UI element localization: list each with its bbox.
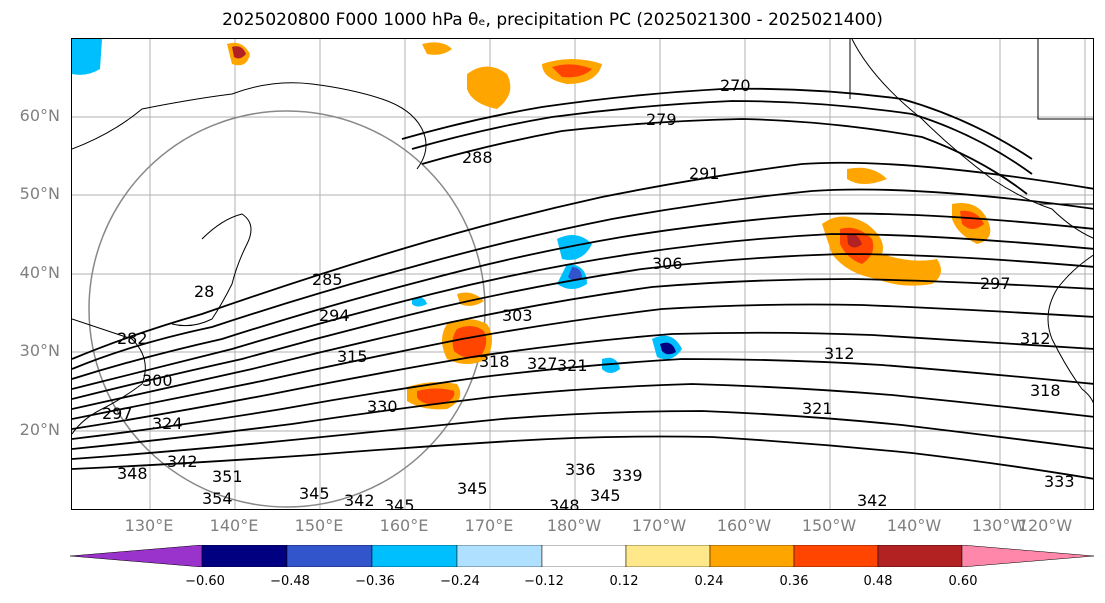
contour-label: 282 [117,329,148,348]
contour-label: 318 [479,352,510,371]
colorbar [70,545,1094,567]
contour-label: 297 [102,404,133,423]
contour-label: 321 [557,356,588,375]
colorbar-tick: −0.24 [440,574,480,589]
map-panel: 270 279 288 291 306 285 294 303 312 282 … [71,38,1094,510]
colorbar-segment [456,545,543,567]
contour-label: 300 [142,371,173,390]
contour-label: 327 [527,354,558,373]
colorbar-segment [793,545,879,567]
contour-label: 321 [802,399,833,418]
lon-label-130e: 130°E [124,516,174,535]
lat-label-30n: 30°N [19,341,60,360]
lat-label-50n: 50°N [19,184,60,203]
contour-label: 333 [1044,472,1075,491]
contour-label: 348 [117,464,148,483]
contour-label: 330 [367,397,398,416]
contour-label: 345 [590,486,621,505]
colorbar-segment [709,545,795,567]
contour-label: 288 [462,148,493,167]
region-circle [88,110,486,508]
colorbar-segment [201,545,288,567]
contour-label: 285 [312,270,343,289]
colorbar-segment [70,545,203,567]
lon-label-120w: 120°W [1017,516,1073,535]
contour-label: 312 [824,344,855,363]
contour-label: 303 [502,306,533,325]
graticule [72,39,1093,509]
contour-label: 318 [1030,381,1061,400]
contour-label: 342 [167,452,198,471]
contour-label: 297 [980,274,1011,293]
colorbar-segment [541,545,627,567]
lon-label-140w: 140°W [886,516,942,535]
colorbar-tick: 0.12 [609,574,639,589]
contour-label: 342 [857,491,888,510]
lon-label-130w: 130°W [971,516,1027,535]
contour-label: 339 [612,466,643,485]
colorbar-tick: −0.36 [355,574,395,589]
colorbar-tick: 0.36 [779,574,809,589]
lon-label-160e: 160°E [379,516,429,535]
map-canvas: 270 279 288 291 306 285 294 303 312 282 … [72,39,1093,510]
contour-label: 351 [212,467,243,486]
lon-label-170w: 170°W [631,516,687,535]
colorbar-segment [371,545,458,567]
colorbar-segment [286,545,373,567]
colorbar-tick: −0.60 [185,574,225,589]
contour-label: 294 [319,306,350,325]
lon-label-160w: 160°W [716,516,772,535]
contour-label: 336 [565,460,596,479]
lon-label-150e: 150°E [294,516,344,535]
contour-label: 342 [344,491,375,510]
colorbar-segment [877,545,963,567]
contour-label: 315 [337,347,368,366]
contour-label: 348 [549,496,580,510]
colorbar-tick: 0.24 [694,574,724,589]
colorbar-segment [625,545,711,567]
lat-label-40n: 40°N [19,263,60,282]
contour-label: 345 [299,484,330,503]
lon-label-150w: 150°W [801,516,857,535]
colorbar-segment [961,545,1094,567]
lon-label-180w: 180°W [546,516,602,535]
contour-label: 345 [457,479,488,498]
contour-label: 306 [652,254,683,273]
contour-label: 354 [202,489,233,508]
contour-label: 291 [689,164,720,183]
contour-label: 345 [384,496,415,510]
lat-label-60n: 60°N [19,106,60,125]
contour-label: 270 [720,76,751,95]
lon-label-170e: 170°E [464,516,514,535]
contour-labels: 270 279 288 291 306 285 294 303 312 282 … [102,76,1075,510]
map-title: 2025020800 F000 1000 hPa θₑ, precipitati… [222,10,883,30]
colorbar-tick: −0.12 [524,574,564,589]
contour-label: 28 [194,282,214,301]
contour-label: 312 [1020,329,1051,348]
colorbar-tick: 0.48 [863,574,893,589]
contour-label: 324 [152,414,183,433]
colorbar-tick: 0.60 [948,574,978,589]
contour-label: 279 [646,110,677,129]
theta-e-contours [72,87,1093,480]
lon-label-140e: 140°E [209,516,259,535]
lat-label-20n: 20°N [19,420,60,439]
colorbar-tick: −0.48 [270,574,310,589]
